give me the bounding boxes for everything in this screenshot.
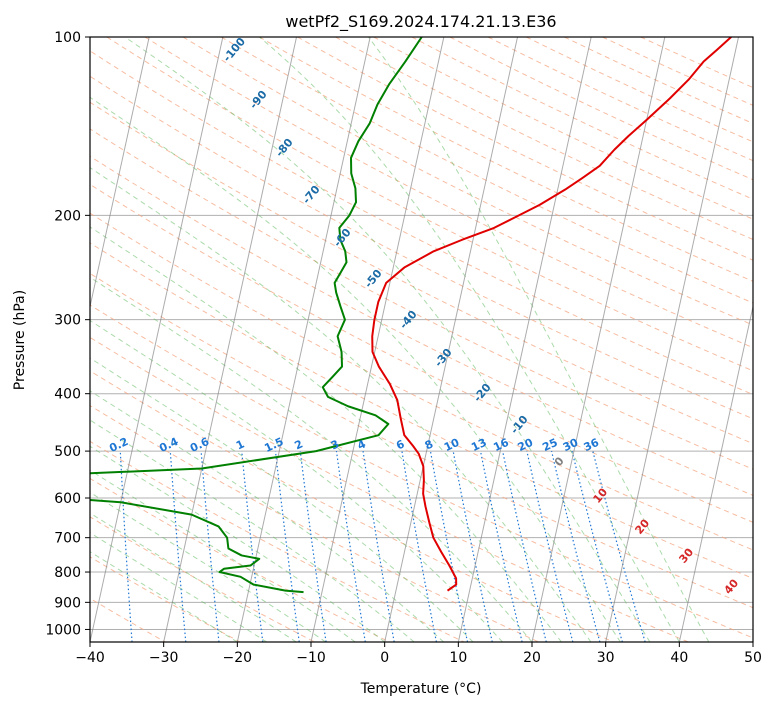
profile-series [90, 37, 732, 594]
mixing-ratio-line [200, 451, 220, 642]
isotherm-line [752, 639, 753, 642]
plot-background [90, 37, 753, 642]
y-tick-label: 800 [54, 565, 81, 581]
mixing-ratio-line [169, 451, 187, 642]
moist-adiabat-line [90, 390, 444, 642]
dry-adiabat-line [90, 440, 465, 642]
x-tick-label: −20 [223, 650, 253, 666]
mixing-ratio-label: 20 [516, 436, 536, 454]
x-tick-label: 40 [670, 650, 688, 666]
x-axis: −40 −30 −20 −10 0 10 20 30 40 50 [75, 642, 762, 666]
x-tick-label: −30 [149, 650, 179, 666]
dry-adiabat-line [90, 50, 753, 396]
isotherm-line [605, 37, 740, 642]
moist-adiabat-line [90, 419, 415, 642]
x-tick-label: 0 [380, 650, 389, 666]
moist-adiabat-line [259, 37, 680, 642]
dry-adiabat-line [90, 242, 753, 579]
moist-adiabat-line [90, 469, 356, 642]
pressure-gridlines [90, 37, 753, 630]
y-tick-label: 1000 [45, 622, 81, 638]
mixing-ratio-line [335, 451, 366, 642]
isotherm-line [90, 37, 150, 309]
mixing-ratio-label: 36 [582, 436, 602, 454]
y-tick-label: 400 [54, 387, 81, 403]
dry-adiabat-line [90, 101, 753, 445]
x-tick-label: 10 [449, 650, 467, 666]
isotherm-line [531, 37, 666, 642]
dewpoint-profile-line [90, 37, 423, 594]
isotherm-line [0, 37, 2, 642]
chart-title: wetPf2_S169.2024.174.21.13.E36 [285, 12, 556, 32]
isotherm-line [90, 37, 224, 642]
isotherm-line [236, 37, 371, 642]
mixing-ratio-label: 25 [540, 436, 559, 454]
skewed-isotherms [0, 37, 753, 642]
dry-adiabat-line [90, 183, 753, 523]
plot-border [89, 36, 754, 643]
x-tick-label: 50 [744, 650, 762, 666]
x-tick-label: 30 [597, 650, 615, 666]
plot-area [90, 37, 753, 642]
mixing-ratio-line [479, 450, 523, 642]
dry-adiabat-line [90, 212, 753, 551]
moist-adiabat-line [90, 551, 238, 642]
moist-adiabat-line [90, 319, 503, 642]
mixing-ratio-label: 30 [561, 436, 581, 454]
dry-adiabat-line [106, 37, 753, 372]
x-tick-label: −10 [296, 650, 326, 666]
moist-adiabat-line [368, 37, 710, 642]
mixing-ratio-line [550, 450, 601, 642]
mixing-ratio-label: 16 [491, 436, 511, 454]
y-tick-label: 500 [54, 444, 81, 460]
moist-adiabat-line [90, 491, 327, 642]
mixing-ratio-line [429, 450, 469, 642]
isotherm-line [457, 37, 592, 642]
mixing-ratio-line [452, 450, 493, 642]
x-tick-label: −40 [75, 650, 105, 666]
y-tick-label: 100 [54, 30, 81, 46]
isotherm-line [384, 37, 519, 642]
y-axis: 100 200 300 400 500 600 700 800 900 1000 [45, 30, 90, 638]
dry-adiabat-line [90, 272, 753, 609]
temperature-profile-line [371, 37, 732, 592]
isotherm-line [310, 37, 445, 642]
moist-adiabat-line [90, 512, 297, 642]
dry-adiabat-line [90, 75, 753, 420]
y-tick-label: 300 [54, 313, 81, 329]
isotherm-line [163, 37, 298, 642]
plot-frame [89, 36, 754, 643]
mixing-ratio-line [526, 450, 574, 642]
mixing-ratio-line [571, 450, 623, 642]
moist-adiabat-line [90, 532, 268, 642]
y-tick-label: 600 [54, 491, 81, 507]
x-tick-label: 20 [523, 650, 541, 666]
dry-adiabat-line [90, 370, 614, 642]
mixing-ratio-line [502, 450, 547, 642]
mixing-ratio-label: 10 [442, 436, 462, 454]
mixing-ratio-line [241, 451, 264, 642]
moist-adiabat-line [124, 37, 651, 642]
y-tick-label: 700 [54, 531, 81, 547]
moist-adiabat-line [90, 96, 621, 642]
moist-adiabats [90, 37, 710, 642]
y-tick-label: 900 [54, 595, 81, 611]
moist-adiabat-line [90, 226, 562, 642]
dry-adiabat-line [220, 37, 753, 304]
y-axis-title: Pressure (hPa) [12, 290, 28, 390]
mixing-ratio-line [299, 451, 327, 642]
dry-adiabat-line [90, 404, 540, 642]
mixing-ratio-label: 13 [469, 436, 488, 454]
x-axis-title: Temperature (°C) [360, 681, 482, 697]
y-tick-label: 200 [54, 208, 81, 224]
isotherm-line [678, 304, 753, 642]
mixing-ratio-line [274, 451, 300, 642]
